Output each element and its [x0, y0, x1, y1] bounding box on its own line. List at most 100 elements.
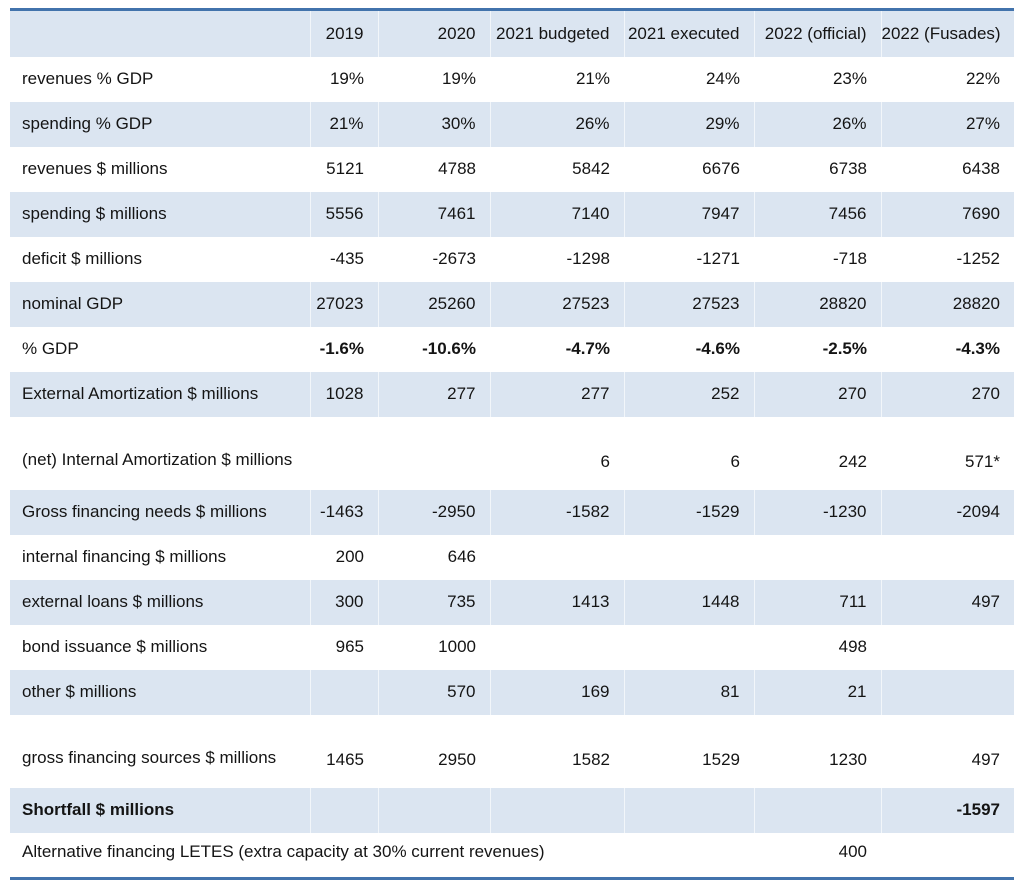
value-cell — [624, 535, 754, 580]
value-cell: -1271 — [696, 249, 740, 268]
value-cell: 497 — [971, 749, 1000, 769]
table-row: (net) Internal Amortization $ millions 6 6… — [10, 417, 1014, 490]
value-cell — [624, 625, 754, 670]
row-label: spending % GDP — [10, 101, 310, 147]
value-cell — [880, 669, 1014, 715]
row-label: Alternative financing LETES (extra capac… — [22, 841, 545, 861]
table-row: % GDP -1.6% -10.6% -4.7% -4.6% -2.5% -4.3% — [10, 327, 1014, 372]
row-label: external loans $ millions — [10, 579, 310, 625]
value-cell: 7140 — [489, 191, 624, 237]
value-cell: -1597 — [880, 787, 1014, 833]
value-cell: 1413 — [489, 579, 624, 625]
table-row: deficit $ millions -435 -2673 -1298 -1271 -71… — [10, 237, 1014, 282]
row-label: % GDP — [22, 339, 79, 358]
value-cell: 28820 — [880, 281, 1014, 327]
value-cell — [881, 833, 1014, 871]
row-label: (net) Internal Amortization $ millions — [22, 449, 293, 469]
table-row: other $ millions 570 169 81 21 — [10, 669, 1014, 715]
row-label: gross financing sources $ millions — [22, 747, 277, 767]
value-cell: 277 — [489, 371, 624, 417]
value-cell: 1582 — [572, 749, 610, 769]
column-header: 2021 executed — [623, 9, 754, 57]
column-header: 2021 budgeted — [489, 9, 624, 57]
table-row: Alternative financing LETES (extra capac… — [10, 833, 1014, 871]
value-cell: 30% — [377, 101, 490, 147]
value-cell: 7456 — [753, 191, 881, 237]
value-cell — [378, 417, 490, 490]
table-row: nominal GDP 27023 25260 27523 27523 28820 2882… — [10, 281, 1014, 327]
value-cell: -1230 — [753, 489, 881, 535]
value-cell: 5556 — [309, 191, 378, 237]
value-cell: 277 — [377, 371, 490, 417]
value-cell: 400 — [838, 841, 867, 861]
value-cell: -2094 — [880, 489, 1014, 535]
value-cell: 965 — [335, 637, 364, 656]
value-cell — [309, 669, 378, 715]
value-cell: -1463 — [309, 489, 378, 535]
row-label-column-header — [10, 9, 310, 57]
table-row: internal financing $ millions 200 646 — [10, 535, 1014, 580]
value-cell: 300 — [309, 579, 378, 625]
value-cell: 7690 — [880, 191, 1014, 237]
value-cell: 735 — [377, 579, 490, 625]
fiscal-table: 2019 2020 2021 budgeted 2021 executed 2022 (… — [10, 8, 1014, 871]
value-cell: 24% — [705, 69, 740, 88]
value-cell — [310, 417, 378, 490]
value-cell: 81 — [623, 669, 754, 715]
value-cell: -4.6% — [695, 339, 740, 358]
table-row: revenues $ millions 5121 4788 5842 6676 6738 6… — [10, 147, 1014, 192]
value-cell: 27% — [880, 101, 1014, 147]
value-cell — [309, 787, 378, 833]
value-cell — [881, 535, 1014, 580]
value-cell: -1.6% — [319, 339, 364, 358]
value-cell: 22% — [965, 69, 1000, 88]
fiscal-table-container: 2019 2020 2021 budgeted 2021 executed 2022 (… — [10, 8, 1014, 871]
column-header: 2020 — [377, 9, 490, 57]
value-cell: -10.6% — [422, 339, 476, 358]
value-cell: -718 — [832, 249, 867, 268]
row-label: Gross financing needs $ millions — [10, 489, 310, 535]
value-cell: -1529 — [623, 489, 754, 535]
value-cell — [623, 787, 754, 833]
value-cell: -2950 — [377, 489, 490, 535]
column-header: 2019 — [309, 9, 378, 57]
value-cell: 1000 — [438, 637, 476, 656]
value-cell: 252 — [623, 371, 754, 417]
value-cell: -435 — [329, 249, 364, 268]
table-body: revenues % GDP 19% 19% 21% 24% 23% 22% spending… — [10, 57, 1014, 871]
value-cell: 5121 — [326, 159, 364, 178]
table-row: bond issuance $ millions 965 1000 498 — [10, 625, 1014, 670]
value-cell — [490, 535, 624, 580]
value-cell — [490, 625, 624, 670]
value-cell: 1529 — [702, 749, 740, 769]
bottom-rule — [10, 876, 1014, 880]
value-cell: 6738 — [829, 159, 867, 178]
value-cell: 21 — [753, 669, 881, 715]
value-cell: 498 — [838, 637, 867, 656]
value-cell: 6 — [600, 451, 610, 471]
table-row: external loans $ millions 300 735 1413 1448 7… — [10, 579, 1014, 625]
table-row: Shortfall $ millions -1597 — [10, 787, 1014, 833]
value-cell: 270 — [880, 371, 1014, 417]
value-cell — [753, 787, 881, 833]
column-header: 2022 (Fusades) — [880, 9, 1014, 57]
value-cell: 497 — [880, 579, 1014, 625]
value-cell: 29% — [623, 101, 754, 147]
value-cell: 6438 — [962, 159, 1000, 178]
value-cell: -1298 — [566, 249, 610, 268]
row-label: nominal GDP — [10, 281, 310, 327]
value-cell — [881, 625, 1014, 670]
value-cell: 27023 — [309, 281, 378, 327]
value-cell: 4788 — [438, 159, 476, 178]
value-cell: 6 — [730, 451, 740, 471]
value-cell: 26% — [753, 101, 881, 147]
column-header: 2022 (official) — [753, 9, 881, 57]
row-label: internal financing $ millions — [22, 547, 227, 566]
value-cell — [754, 535, 881, 580]
value-cell — [489, 787, 624, 833]
value-cell: 2950 — [438, 749, 476, 769]
value-cell: 646 — [447, 547, 476, 566]
value-cell: 19% — [329, 69, 364, 88]
value-cell: 7947 — [623, 191, 754, 237]
value-cell: 570 — [377, 669, 490, 715]
